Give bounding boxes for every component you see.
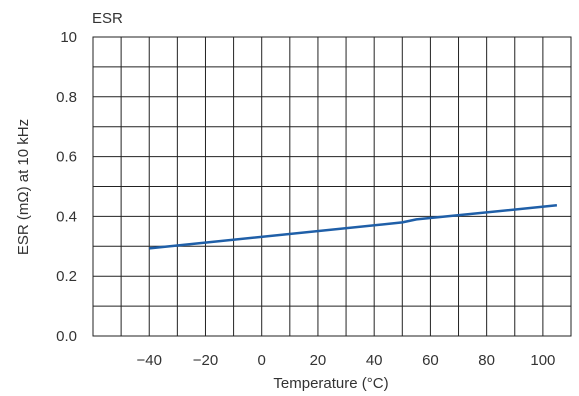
x-tick-label: 20 — [310, 352, 327, 369]
series-layer — [149, 204, 558, 250]
x-tick-label: −20 — [193, 352, 218, 369]
y-tick-labels: 0.0 0.2 0.4 0.6 0.8 10 — [56, 29, 77, 345]
plot-frame — [92, 36, 572, 337]
x-tick-label: 100 — [530, 352, 555, 369]
x-tick-label: 80 — [478, 352, 495, 369]
grid — [93, 37, 571, 336]
y-axis-title: ESR (mΩ) at 10 kHz — [15, 119, 32, 255]
y-tick-label: 0.4 — [56, 208, 77, 225]
y-tick-label: 0.2 — [56, 268, 77, 285]
y-tick-label: 10 — [60, 29, 77, 46]
x-tick-label: 60 — [422, 352, 439, 369]
chart-title: ESR — [92, 10, 123, 27]
y-tick-label: 0.6 — [56, 149, 77, 166]
x-tick-label: 0 — [258, 352, 266, 369]
x-tick-labels: −40 −20 0 20 40 60 80 100 — [137, 352, 556, 369]
series-line — [149, 204, 558, 250]
y-tick-label: 0.0 — [56, 328, 77, 345]
x-axis-title: Temperature (°C) — [273, 375, 388, 392]
y-tick-label: 0.8 — [56, 89, 77, 106]
x-tick-label: 40 — [366, 352, 383, 369]
x-tick-label: −40 — [137, 352, 162, 369]
